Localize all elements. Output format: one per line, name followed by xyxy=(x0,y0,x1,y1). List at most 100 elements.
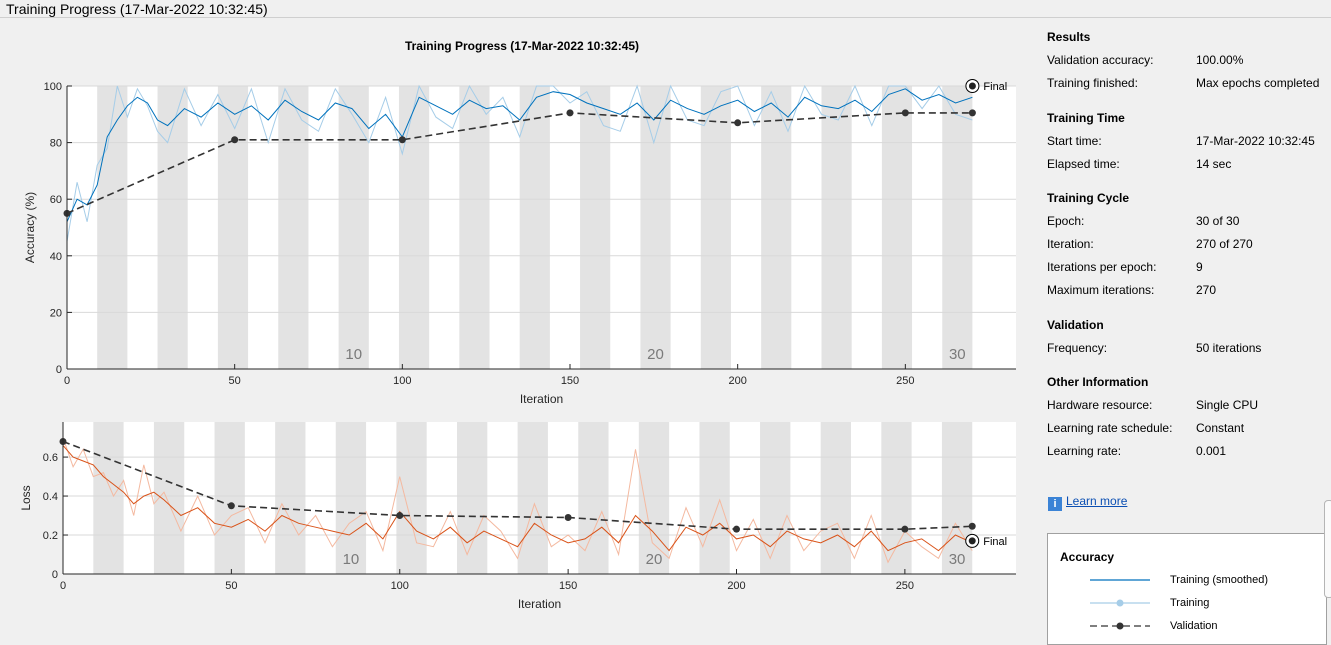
training-finished-value: Max epochs completed xyxy=(1196,76,1320,90)
legend-item-validation: Validation xyxy=(1170,620,1218,632)
y-tick-label: 60 xyxy=(50,194,62,206)
training-plots: Training Progress (17-Mar-2022 10:32:45)… xyxy=(19,39,1016,611)
iteration-label: Iteration: xyxy=(1047,237,1094,251)
iterations-per-epoch-value: 9 xyxy=(1196,260,1203,274)
learn-more-link[interactable]: i Learn more xyxy=(1048,494,1127,511)
x-tick-label: 50 xyxy=(229,375,241,387)
loss-plot: 10 20 30 Final 0 0.2 0.4 0.6 0 50 100 150 200 250 Iter… xyxy=(19,422,1016,611)
maximum-iterations-label: Maximum iterations: xyxy=(1047,283,1155,297)
y-tick-label: 80 xyxy=(50,138,62,150)
hardware-resource-value: Single CPU xyxy=(1196,398,1259,412)
y-tick-label: 0 xyxy=(52,569,58,581)
maximum-iterations-value: 270 xyxy=(1196,283,1217,297)
epoch-band xyxy=(700,86,731,369)
epoch-band xyxy=(97,86,128,369)
validation-point xyxy=(396,512,404,520)
validation-point xyxy=(564,513,572,521)
epoch-label: 30 xyxy=(949,551,966,568)
final-label: Final xyxy=(983,536,1007,548)
start-time-value: 17-Mar-2022 10:32:45 xyxy=(1196,134,1315,148)
x-tick-label: 150 xyxy=(559,580,577,592)
epoch-band xyxy=(275,422,306,574)
results-header: Results xyxy=(1047,30,1091,44)
validation-point xyxy=(968,109,976,117)
training-time-header: Training Time xyxy=(1047,111,1125,125)
legend-marker-training xyxy=(1116,599,1124,607)
y-tick-label: 0 xyxy=(56,364,62,376)
y-tick-label: 100 xyxy=(44,81,62,93)
epoch-band xyxy=(580,86,611,369)
legend-swatches xyxy=(1090,579,1150,630)
epoch-value: 30 of 30 xyxy=(1196,214,1240,228)
y-axis-label: Loss xyxy=(19,485,33,510)
plot-panel: Training Progress (17-Mar-2022 10:32:45)… xyxy=(0,18,1034,637)
x-tick-label: 0 xyxy=(64,375,70,387)
y-tick-label: 20 xyxy=(50,307,62,319)
frequency-label: Frequency: xyxy=(1047,341,1108,355)
accuracy-series-training xyxy=(66,84,973,242)
x-tick-label: 100 xyxy=(391,580,409,592)
validation-point xyxy=(566,109,574,117)
epoch-band xyxy=(881,422,912,574)
x-tick-label: 200 xyxy=(727,580,745,592)
y-tick-label: 0.6 xyxy=(43,452,58,464)
epoch-band xyxy=(398,86,430,369)
epoch-band xyxy=(517,422,548,574)
info-icon: i xyxy=(1048,497,1062,511)
panel-scrollbar[interactable] xyxy=(1324,500,1331,598)
validation-point xyxy=(901,109,909,117)
x-tick-label: 0 xyxy=(60,580,66,592)
epoch-band xyxy=(459,86,490,369)
learning-rate-value: 0.001 xyxy=(1196,444,1227,458)
epoch-label: 20 xyxy=(646,551,663,568)
epoch-label: Epoch: xyxy=(1047,214,1085,228)
epoch-band xyxy=(519,86,550,369)
loss-series-training-smoothed- xyxy=(62,445,973,552)
epoch-band xyxy=(456,422,488,574)
legend-item-training: Training xyxy=(1170,597,1210,609)
epoch-band xyxy=(760,422,791,574)
x-tick-label: 50 xyxy=(225,580,237,592)
x-tick-label: 200 xyxy=(728,375,746,387)
frequency-value: 50 iterations xyxy=(1196,341,1262,355)
epoch-band xyxy=(335,422,367,574)
other-information-header: Other Information xyxy=(1047,375,1149,389)
learning-rate-schedule-value: Constant xyxy=(1196,421,1245,435)
x-tick-label: 150 xyxy=(561,375,579,387)
validation-point xyxy=(734,119,742,127)
learning-rate-schedule-label: Learning rate schedule: xyxy=(1047,421,1173,435)
epoch-band xyxy=(881,86,913,369)
final-label: Final xyxy=(983,81,1007,93)
iterations-per-epoch-label: Iterations per epoch: xyxy=(1047,260,1157,274)
legend-item-smoothed: Training (smoothed) xyxy=(1170,574,1269,586)
accuracy-series-training-smoothed- xyxy=(66,88,973,223)
validation-point xyxy=(227,502,235,510)
epoch-band xyxy=(157,86,188,369)
loss-series-training xyxy=(62,437,973,564)
validation-point xyxy=(968,522,976,530)
iteration-value: 270 of 270 xyxy=(1196,237,1253,251)
training-finished-label: Training finished: xyxy=(1047,76,1138,90)
learning-rate-label: Learning rate: xyxy=(1047,444,1122,458)
validation-accuracy-value: 100.00% xyxy=(1196,53,1244,67)
hardware-resource-label: Hardware resource: xyxy=(1047,398,1153,412)
epoch-band xyxy=(820,422,851,574)
elapsed-time-label: Elapsed time: xyxy=(1047,157,1120,171)
y-axis-label: Accuracy (%) xyxy=(23,192,37,263)
plot-title: Training Progress (17-Mar-2022 10:32:45) xyxy=(405,39,639,53)
epoch-band xyxy=(821,86,852,369)
x-axis-label: Iteration xyxy=(518,597,561,611)
legend-title: Accuracy xyxy=(1060,550,1115,564)
x-tick-label: 100 xyxy=(393,375,411,387)
elapsed-time-value: 14 sec xyxy=(1196,157,1232,171)
epoch-band xyxy=(93,422,124,574)
epoch-label: 20 xyxy=(647,346,664,363)
learn-more-label: Learn more xyxy=(1066,494,1128,508)
epoch-band xyxy=(699,422,730,574)
epoch-band xyxy=(338,86,369,369)
start-time-label: Start time: xyxy=(1047,134,1102,148)
window-title: Training Progress (17-Mar-2022 10:32:45) xyxy=(0,0,1331,18)
epoch-band xyxy=(396,422,427,574)
validation-accuracy-label: Validation accuracy: xyxy=(1047,53,1154,67)
validation-header: Validation xyxy=(1047,318,1104,332)
